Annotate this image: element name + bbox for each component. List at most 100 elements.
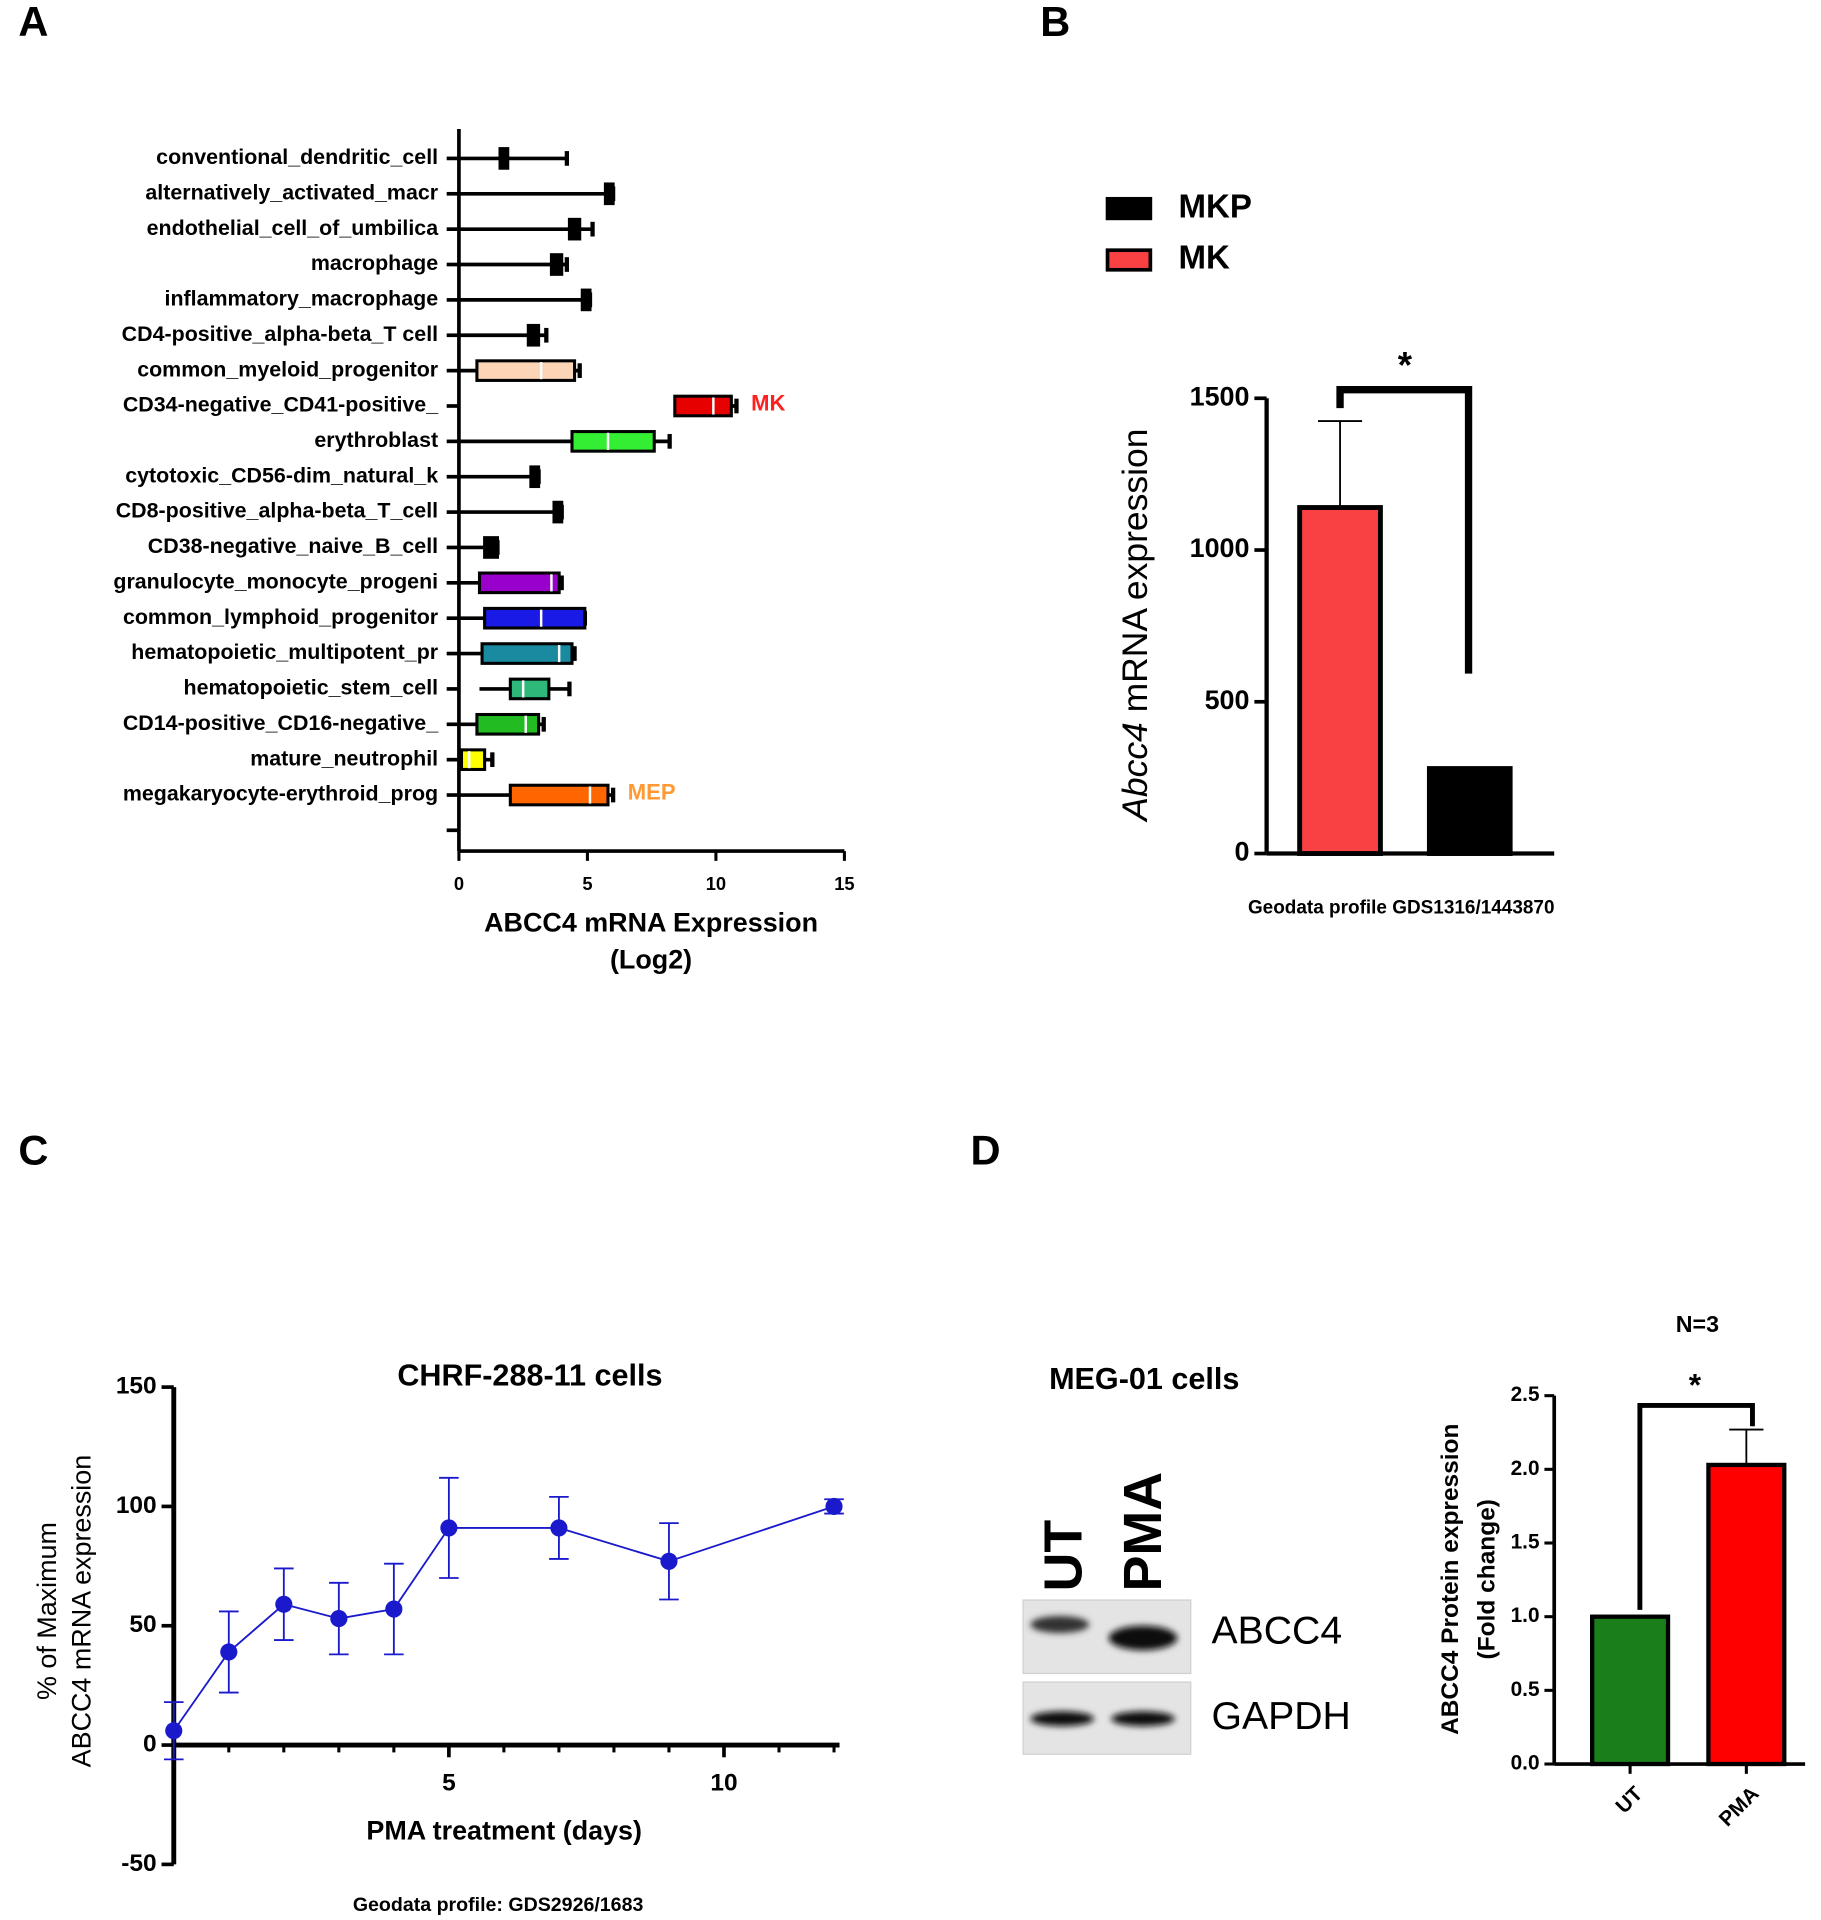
chart-title: CHRF-288-11 cells [397, 1358, 662, 1392]
annotation: MEP [628, 780, 676, 805]
box [580, 288, 592, 312]
y-axis-label: (Fold change) [1474, 1499, 1501, 1659]
bar [1706, 1462, 1787, 1767]
y-tick-label: granulocyte_monocyte_progeni [113, 569, 438, 593]
y-axis-label-gene: Abcc4 [1116, 722, 1156, 823]
box [498, 147, 510, 170]
x-axis-label: PMA treatment (days) [366, 1816, 642, 1846]
y-tick-label: 0.5 [1511, 1678, 1540, 1701]
chart-title: N=3 [1676, 1311, 1719, 1337]
significance: * [1398, 344, 1413, 385]
panel-label: C [18, 1126, 48, 1173]
y-tick-label: 0 [143, 1731, 157, 1758]
y-tick-label: megakaryocyte-erythroid_prog [123, 782, 438, 806]
point [660, 1552, 678, 1570]
y-tick-label: -50 [121, 1850, 156, 1877]
legend-swatch [1105, 248, 1153, 272]
panel-label: B [1040, 0, 1070, 45]
annotation: MK [751, 391, 785, 416]
y-tick-label: CD38-negative_naive_B_cell [148, 534, 438, 558]
box [483, 536, 500, 559]
y-axis-label: ABCC4 Protein expression [1437, 1424, 1464, 1735]
y-tick-label: erythroblast [314, 428, 438, 452]
box [508, 783, 610, 807]
y-axis-label: Abcc4 mRNA expression [1116, 429, 1156, 823]
x-tick-label: 10 [710, 1770, 737, 1797]
point [165, 1722, 183, 1740]
y-tick-label: 0 [1235, 837, 1250, 867]
point [275, 1595, 293, 1613]
x-tick-label: PMA [1715, 1782, 1764, 1831]
x-tick-label: 5 [582, 873, 592, 894]
x-tick-label: 10 [706, 873, 726, 894]
blot-band [1030, 1615, 1090, 1634]
x-axis-label: (Log2) [610, 944, 692, 974]
lane-label: UT [1033, 1520, 1093, 1592]
y-tick-label: 100 [116, 1492, 157, 1519]
y-tick-label: macrophage [311, 251, 438, 275]
box [475, 712, 541, 736]
y-tick-label: common_lymphoid_progenitor [123, 605, 438, 629]
box [508, 677, 551, 701]
y-tick-label: inflammatory_macrophage [165, 287, 439, 311]
point [385, 1600, 403, 1618]
band-label: ABCC4 [1212, 1609, 1343, 1652]
y-tick-label: 150 [116, 1373, 157, 1400]
line [173, 1505, 835, 1732]
y-tick-label: 2.0 [1511, 1457, 1540, 1480]
y-axis-label-rest: mRNA expression [1116, 429, 1156, 713]
note: Geodata profile: GDS2926/1683 [353, 1894, 644, 1916]
y-tick-label: common_myeloid_progenitor [137, 357, 438, 381]
legend-swatch [1105, 196, 1153, 221]
legend-label: MK [1179, 240, 1231, 277]
y-tick-label: hematopoietic_multipotent_pr [131, 640, 438, 664]
blot-band [1108, 1625, 1178, 1651]
y-tick-label: 0.0 [1511, 1752, 1540, 1775]
band-label: GAPDH [1212, 1695, 1351, 1738]
y-tick-label: conventional_dendritic_cell [156, 145, 438, 169]
blot-title: MEG-01 cells [1049, 1362, 1239, 1396]
y-tick-label: 2.5 [1511, 1383, 1540, 1406]
box [603, 182, 615, 206]
y-tick-label: cytotoxic_CD56-dim_natural_k [125, 463, 438, 487]
y-tick-label: 1000 [1190, 533, 1250, 563]
box [483, 606, 587, 630]
y-tick-label: 500 [1205, 685, 1250, 715]
point [825, 1497, 843, 1515]
y-tick-label: 50 [129, 1611, 156, 1638]
y-tick-label: CD4-positive_alpha-beta_T cell [122, 322, 438, 346]
y-axis-label: % of Maximum [32, 1522, 62, 1700]
panel-label: D [970, 1126, 1000, 1173]
x-tick-label: UT [1611, 1782, 1647, 1818]
box [570, 430, 656, 453]
box [529, 465, 541, 489]
y-tick-label: mature_neutrophil [250, 746, 438, 770]
y-tick-label: hematopoietic_stem_cell [184, 676, 439, 700]
blot-band [1030, 1711, 1095, 1727]
point [330, 1610, 348, 1628]
y-tick-label: 1.5 [1511, 1531, 1540, 1554]
point [440, 1519, 458, 1537]
x-tick-label: 15 [834, 873, 854, 894]
bar [1426, 766, 1513, 856]
x-tick-label: 5 [442, 1770, 456, 1797]
significance: * [1689, 1367, 1702, 1403]
lane-label: PMA [1113, 1472, 1173, 1592]
x-axis-label: ABCC4 mRNA Expression [484, 908, 818, 938]
bar [1297, 505, 1383, 856]
box [480, 642, 574, 665]
box [673, 394, 733, 418]
legend-label: MKP [1179, 188, 1252, 225]
y-axis-label: ABCC4 mRNA expression [66, 1455, 96, 1768]
point [550, 1519, 568, 1537]
box [475, 359, 577, 382]
y-tick-label: alternatively_activated_macr [145, 180, 438, 204]
significance-bracket [1637, 1403, 1755, 1610]
point [220, 1643, 238, 1661]
box [459, 748, 487, 771]
panel-label: A [18, 0, 48, 45]
significance-bracket [1336, 386, 1473, 674]
y-tick-label: endothelial_cell_of_umbilica [147, 216, 440, 240]
